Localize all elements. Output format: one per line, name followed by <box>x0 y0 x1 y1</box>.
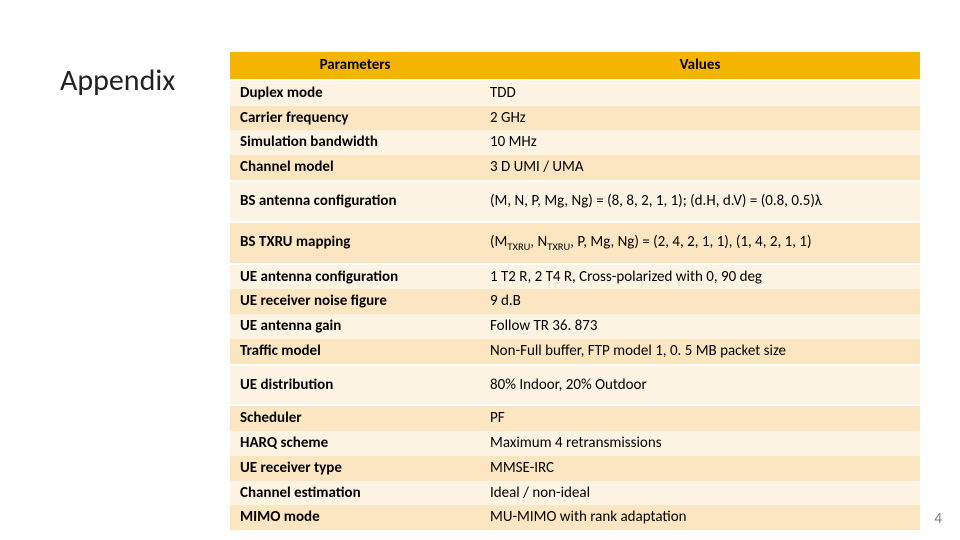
value-subscript: TXRU <box>547 240 570 253</box>
param-cell: MIMO mode <box>230 505 480 530</box>
param-cell: UE antenna gain <box>230 314 480 339</box>
table-row: Scheduler PF <box>230 405 920 431</box>
param-cell: UE distribution <box>230 365 480 406</box>
table-row: UE antenna gain Follow TR 36. 873 <box>230 314 920 339</box>
slide: Appendix Parameters Values Duplex mode T… <box>0 0 960 540</box>
header-parameters: Parameters <box>230 52 480 80</box>
value-part: , N <box>530 233 547 251</box>
param-cell: BS antenna configuration <box>230 181 480 222</box>
value-subscript: TXRU <box>507 240 530 253</box>
param-cell: Traffic model <box>230 339 480 365</box>
param-cell: UE receiver noise figure <box>230 289 480 314</box>
value-cell: Ideal / non-ideal <box>480 481 920 506</box>
param-cell: Channel estimation <box>230 481 480 506</box>
header-values: Values <box>480 52 920 80</box>
param-cell: UE receiver type <box>230 456 480 481</box>
param-cell: Channel model <box>230 155 480 181</box>
value-cell: Non-Full buffer, FTP model 1, 0. 5 MB pa… <box>480 339 920 365</box>
table-row: UE receiver type MMSE-IRC <box>230 456 920 481</box>
table-row: UE receiver noise figure 9 d.B <box>230 289 920 314</box>
value-cell: (MTXRU, NTXRU, P, Mg, Ng) = (2, 4, 2, 1,… <box>480 222 920 264</box>
table-row: Channel estimation Ideal / non-ideal <box>230 481 920 506</box>
value-cell: 1 T2 R, 2 T4 R, Cross-polarized with 0, … <box>480 264 920 290</box>
param-cell: Duplex mode <box>230 80 480 106</box>
value-cell: MMSE-IRC <box>480 456 920 481</box>
param-cell: Carrier frequency <box>230 106 480 131</box>
table-row: UE antenna configuration 1 T2 R, 2 T4 R,… <box>230 264 920 290</box>
value-cell: Follow TR 36. 873 <box>480 314 920 339</box>
value-cell: 2 GHz <box>480 106 920 131</box>
param-cell: Simulation bandwidth <box>230 130 480 155</box>
value-cell: MU-MIMO with rank adaptation <box>480 505 920 530</box>
table-row: BS TXRU mapping (MTXRU, NTXRU, P, Mg, Ng… <box>230 222 920 264</box>
page-number: 4 <box>934 510 942 528</box>
table-row: UE distribution 80% Indoor, 20% Outdoor <box>230 365 920 406</box>
table-row: Channel model 3 D UMI / UMA <box>230 155 920 181</box>
value-cell: 80% Indoor, 20% Outdoor <box>480 365 920 406</box>
page-title: Appendix <box>60 62 175 99</box>
value-cell: TDD <box>480 80 920 106</box>
table-row: HARQ scheme Maximum 4 retransmissions <box>230 431 920 456</box>
value-cell: Maximum 4 retransmissions <box>480 431 920 456</box>
value-cell: PF <box>480 405 920 431</box>
table-row: Simulation bandwidth 10 MHz <box>230 130 920 155</box>
param-cell: Scheduler <box>230 405 480 431</box>
table-row: BS antenna configuration (M, N, P, Mg, N… <box>230 181 920 222</box>
table-header: Parameters Values <box>230 52 920 80</box>
value-cell: 3 D UMI / UMA <box>480 155 920 181</box>
param-cell: HARQ scheme <box>230 431 480 456</box>
table-row: MIMO mode MU-MIMO with rank adaptation <box>230 505 920 530</box>
value-part: , P, Mg, Ng) = (2, 4, 2, 1, 1), (1, 4, 2… <box>570 233 811 251</box>
param-cell: BS TXRU mapping <box>230 222 480 264</box>
value-cell: 10 MHz <box>480 130 920 155</box>
value-part: (M <box>490 233 507 251</box>
value-cell: 9 d.B <box>480 289 920 314</box>
table-row: Duplex mode TDD <box>230 80 920 106</box>
table-row: Traffic model Non-Full buffer, FTP model… <box>230 339 920 365</box>
value-cell: (M, N, P, Mg, Ng) = (8, 8, 2, 1, 1); (d.… <box>480 181 920 222</box>
param-cell: UE antenna configuration <box>230 264 480 290</box>
parameters-table: Parameters Values Duplex mode TDD Carrie… <box>230 52 920 530</box>
table-row: Carrier frequency 2 GHz <box>230 106 920 131</box>
